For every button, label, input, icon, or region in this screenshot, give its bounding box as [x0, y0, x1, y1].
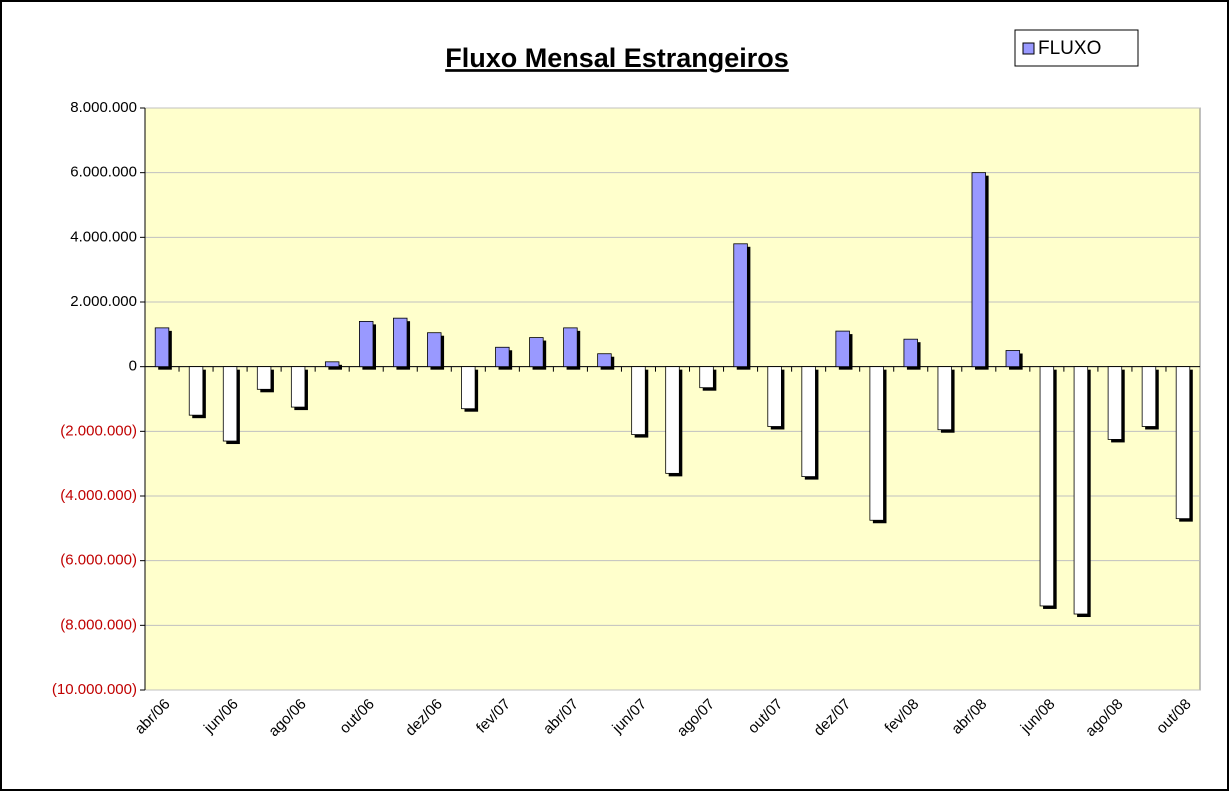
bar — [324, 361, 340, 368]
bar — [597, 353, 612, 368]
bar — [665, 366, 680, 474]
y-tick-label: (2.000.000) — [60, 422, 137, 439]
bar — [222, 366, 238, 442]
bar — [631, 366, 646, 435]
y-tick-label: (8.000.000) — [60, 616, 137, 633]
bar — [1141, 366, 1157, 427]
bar — [393, 317, 408, 368]
bar — [733, 243, 748, 368]
bar — [937, 366, 952, 431]
legend-box — [1014, 29, 1139, 67]
bar — [290, 366, 306, 408]
bar-shadow — [328, 364, 342, 370]
bar — [529, 337, 544, 368]
bar — [869, 366, 884, 521]
bar — [1039, 366, 1055, 607]
bar — [188, 366, 204, 416]
bar — [903, 338, 918, 368]
y-tick-label: (4.000.000) — [60, 487, 137, 504]
y-tick-label: 8.000.000 — [70, 99, 137, 116]
chart-title: Fluxo Mensal Estrangeiros — [445, 43, 789, 73]
y-tick-label: 6.000.000 — [70, 164, 137, 181]
bar — [835, 330, 850, 368]
bar — [427, 332, 442, 368]
bar — [699, 366, 714, 389]
bar — [495, 346, 510, 368]
y-tick-label: 2.000.000 — [70, 293, 137, 310]
y-tick-label: 4.000.000 — [70, 228, 137, 245]
bar — [154, 327, 170, 368]
bar — [563, 327, 578, 368]
bar — [767, 366, 782, 427]
bar — [971, 172, 986, 368]
bar — [801, 366, 816, 477]
y-tick-label: (10.000.000) — [52, 681, 137, 698]
bar — [1175, 366, 1191, 520]
y-tick-label: 0 — [129, 358, 137, 375]
legend-label: FLUXO — [1038, 38, 1101, 59]
bar — [1107, 366, 1123, 440]
bar — [1073, 366, 1089, 615]
bar — [1005, 350, 1021, 368]
y-tick-label: (6.000.000) — [60, 552, 137, 569]
bar — [359, 320, 374, 368]
legend-swatch — [1022, 42, 1035, 55]
bar — [461, 366, 476, 410]
bar — [256, 366, 272, 390]
